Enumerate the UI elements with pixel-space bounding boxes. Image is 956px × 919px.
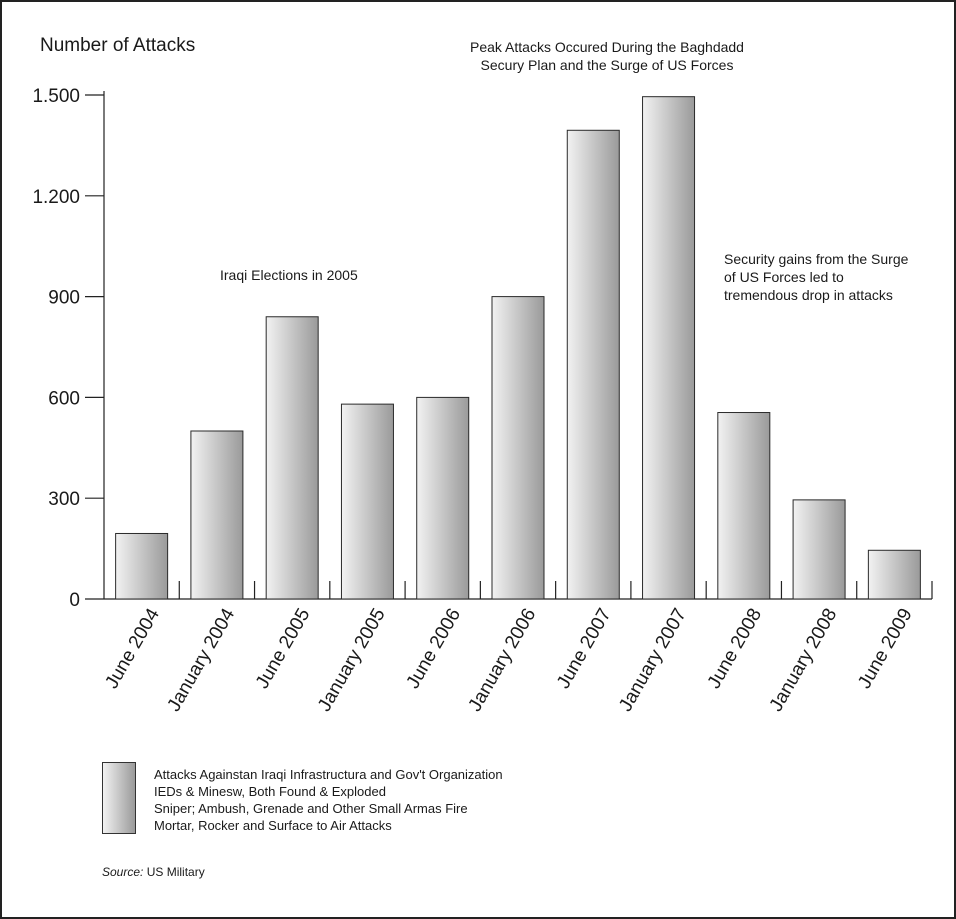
- gains-annotation: Security gains from the Surge of US Forc…: [724, 250, 944, 304]
- bar: [491, 296, 545, 600]
- x-tick-label: January 2007: [615, 605, 691, 715]
- x-tick-label: June 2006: [402, 605, 465, 692]
- y-axis: 0 300 600 900 1.200 1.500: [32, 86, 105, 611]
- x-tick-labels: June 2004 January 2004 June 2005 January 20…: [101, 605, 916, 716]
- bar: [867, 549, 921, 600]
- legend-item: IEDs & Minesw, Both Found & Exploded: [154, 784, 386, 799]
- x-tick-label: June 2008: [704, 605, 767, 692]
- gains-annotation-line-3: tremendous drop in attacks: [724, 287, 893, 303]
- x-tick-label: January 2006: [465, 605, 541, 715]
- bar: [717, 412, 771, 600]
- legend-item: Sniper; Ambush, Grenade and Other Small …: [154, 801, 468, 816]
- y-tick-label: 0: [69, 590, 80, 611]
- bar: [115, 532, 169, 600]
- x-tick-label: June 2005: [252, 605, 315, 692]
- y-tick-label: 300: [48, 489, 80, 510]
- gains-annotation-line-1: Security gains from the Surge: [724, 251, 909, 267]
- peak-annotation-line-1: Peak Attacks Occured During the Baghdadd: [470, 39, 744, 55]
- bar: [416, 396, 470, 600]
- gains-annotation-line-2: of US Forces led to: [724, 269, 844, 285]
- x-tick-label: June 2009: [854, 605, 917, 692]
- bars: [115, 96, 921, 600]
- bar: [792, 499, 846, 600]
- x-tick-label: January 2008: [766, 605, 842, 715]
- legend-swatch: [102, 762, 136, 834]
- x-tick-label: January 2005: [314, 605, 390, 715]
- bar: [265, 316, 319, 600]
- y-tick-label: 900: [48, 288, 80, 309]
- elections-annotation: Iraqi Elections in 2005: [220, 267, 358, 283]
- legend-items: Attacks Againstan Iraqi Infrastructura a…: [154, 766, 503, 834]
- source-label: Source:: [102, 865, 144, 879]
- source-text: US Military: [146, 865, 205, 879]
- x-tick-label: June 2004: [101, 605, 164, 693]
- x-tick-label: June 2007: [553, 605, 616, 692]
- source-note: Source: US Military: [102, 865, 205, 879]
- peak-annotation: Peak Attacks Occured During the Baghdadd…: [442, 38, 772, 74]
- bar: [190, 430, 244, 600]
- legend-item: Mortar, Rocker and Surface to Air Attack…: [154, 818, 392, 833]
- peak-annotation-line-2: Secury Plan and the Surge of US Forces: [480, 57, 734, 73]
- bar: [566, 129, 620, 600]
- bar: [340, 403, 394, 600]
- y-tick-label: 1.200: [32, 187, 80, 208]
- legend-item: Attacks Againstan Iraqi Infrastructura a…: [154, 767, 503, 782]
- chart-title: Number of Attacks: [40, 35, 196, 56]
- y-tick-label: 600: [48, 388, 80, 409]
- bar: [642, 96, 696, 600]
- x-tick-label: January 2004: [163, 605, 239, 716]
- y-tick-label: 1.500: [32, 86, 80, 107]
